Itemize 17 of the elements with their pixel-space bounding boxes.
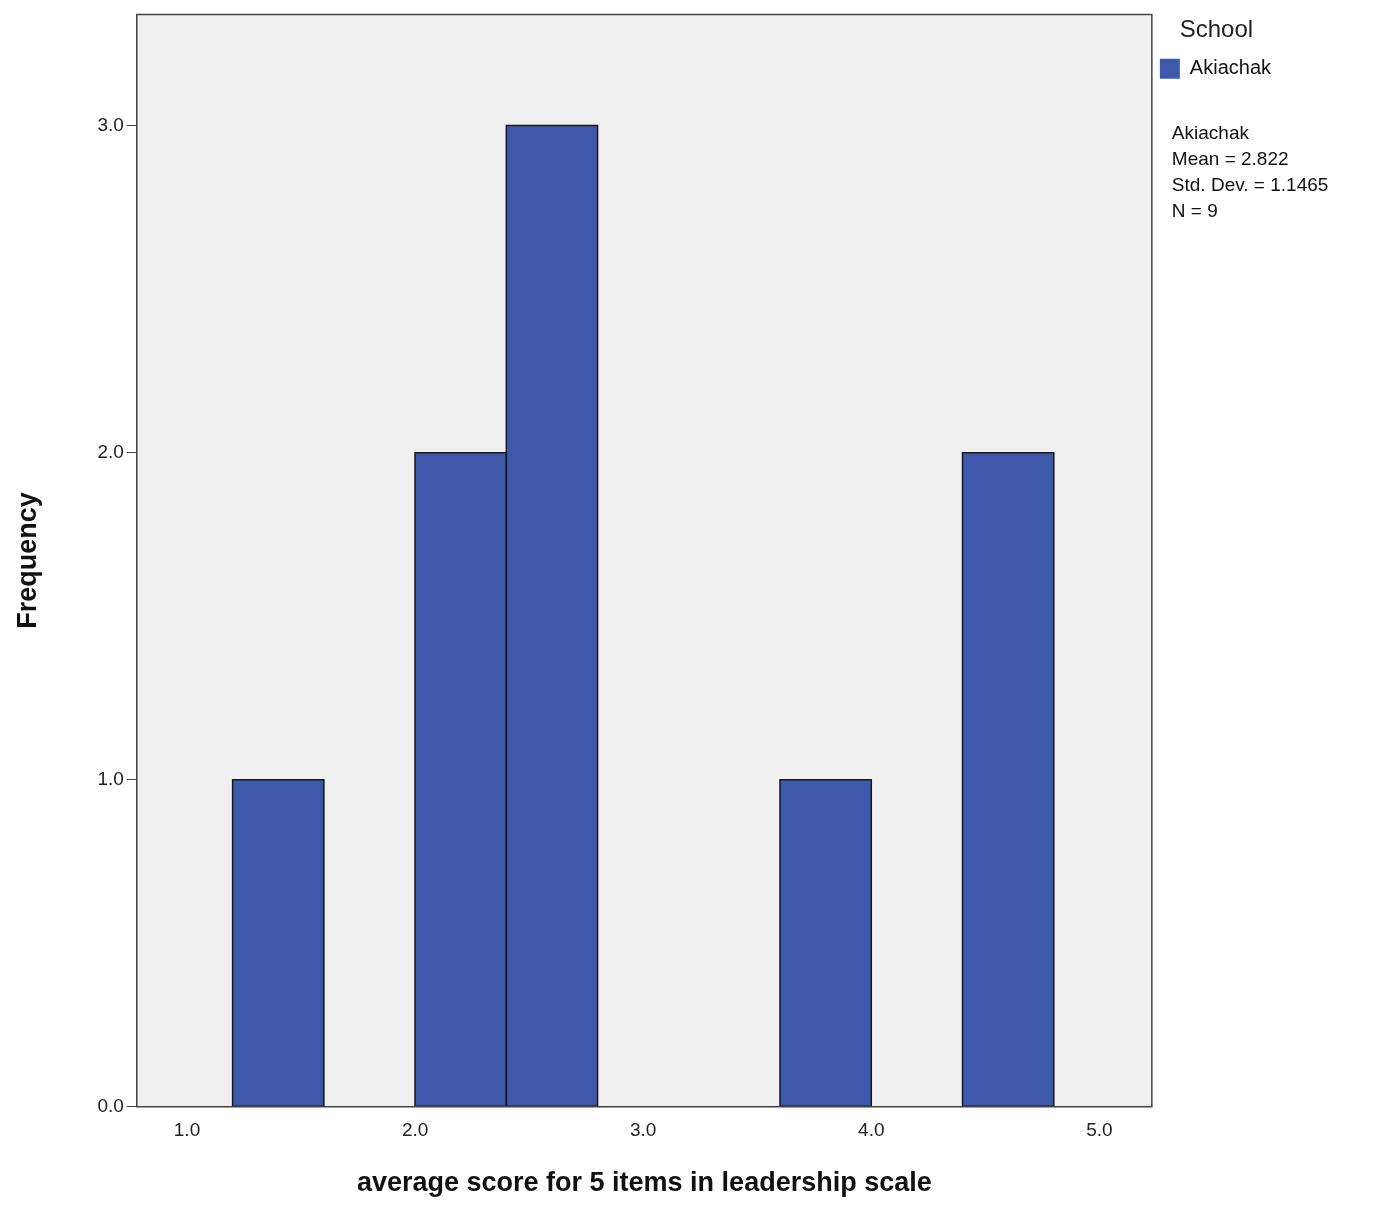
- text: Mean = 2.822: [1171, 147, 1289, 169]
- y-tick-label: 1.0: [97, 767, 124, 789]
- x-tick-label: 5.0: [1086, 1119, 1113, 1141]
- text: Std. Dev. = 1.1465: [1171, 173, 1329, 195]
- y-tick-label: 3.0: [97, 113, 124, 135]
- y-tick-label: 0.0: [97, 1095, 124, 1117]
- legend-label: Akiachak: [1189, 56, 1272, 79]
- text: Akiachak: [1171, 121, 1250, 143]
- legend-title: School: [1179, 14, 1254, 42]
- x-axis-title: average score for 5 items in leadership scale: [356, 1167, 932, 1198]
- text: N = 9: [1171, 199, 1218, 221]
- x-tick-label: 3.0: [629, 1119, 657, 1141]
- x-tick-label: 2.0: [401, 1119, 429, 1141]
- x-tick-label: 1.0: [173, 1119, 201, 1141]
- y-tick-label: 2.0: [97, 440, 124, 462]
- x-tick-label: 4.0: [858, 1119, 885, 1141]
- y-axis-title: Frequency: [11, 492, 42, 629]
